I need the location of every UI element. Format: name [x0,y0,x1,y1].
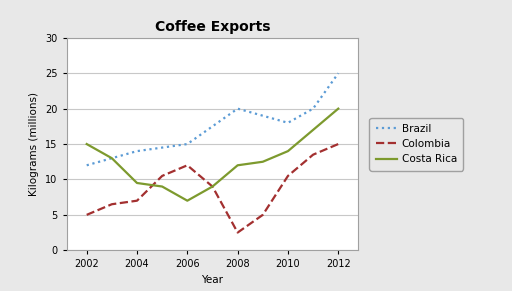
Colombia [184,164,190,167]
Costa Rica [234,164,241,167]
Colombia [260,213,266,217]
Costa Rica [285,149,291,153]
Costa Rica [83,142,90,146]
Brazil [184,142,190,146]
Costa Rica [310,128,316,132]
Brazil [260,114,266,118]
Costa Rica [184,199,190,203]
Brazil [83,164,90,167]
Line: Costa Rica: Costa Rica [87,109,338,201]
Title: Coffee Exports: Coffee Exports [155,20,270,34]
Brazil [335,72,342,75]
Colombia [310,153,316,157]
Brazil [285,121,291,125]
Colombia [83,213,90,217]
Brazil [109,157,115,160]
Colombia [285,174,291,178]
Colombia [335,142,342,146]
X-axis label: Year: Year [202,275,223,285]
Colombia [159,174,165,178]
Costa Rica [209,185,216,188]
Y-axis label: Kilograms (millions): Kilograms (millions) [30,92,39,196]
Costa Rica [159,185,165,188]
Colombia [209,185,216,188]
Colombia [234,231,241,234]
Brazil [234,107,241,110]
Line: Colombia: Colombia [87,144,338,233]
Brazil [159,146,165,149]
Brazil [209,125,216,128]
Costa Rica [134,181,140,185]
Costa Rica [109,157,115,160]
Costa Rica [335,107,342,110]
Costa Rica [260,160,266,164]
Brazil [310,107,316,110]
Line: Brazil: Brazil [87,73,338,165]
Colombia [134,199,140,203]
Brazil [134,149,140,153]
Legend: Brazil, Colombia, Costa Rica: Brazil, Colombia, Costa Rica [370,118,463,171]
Colombia [109,203,115,206]
